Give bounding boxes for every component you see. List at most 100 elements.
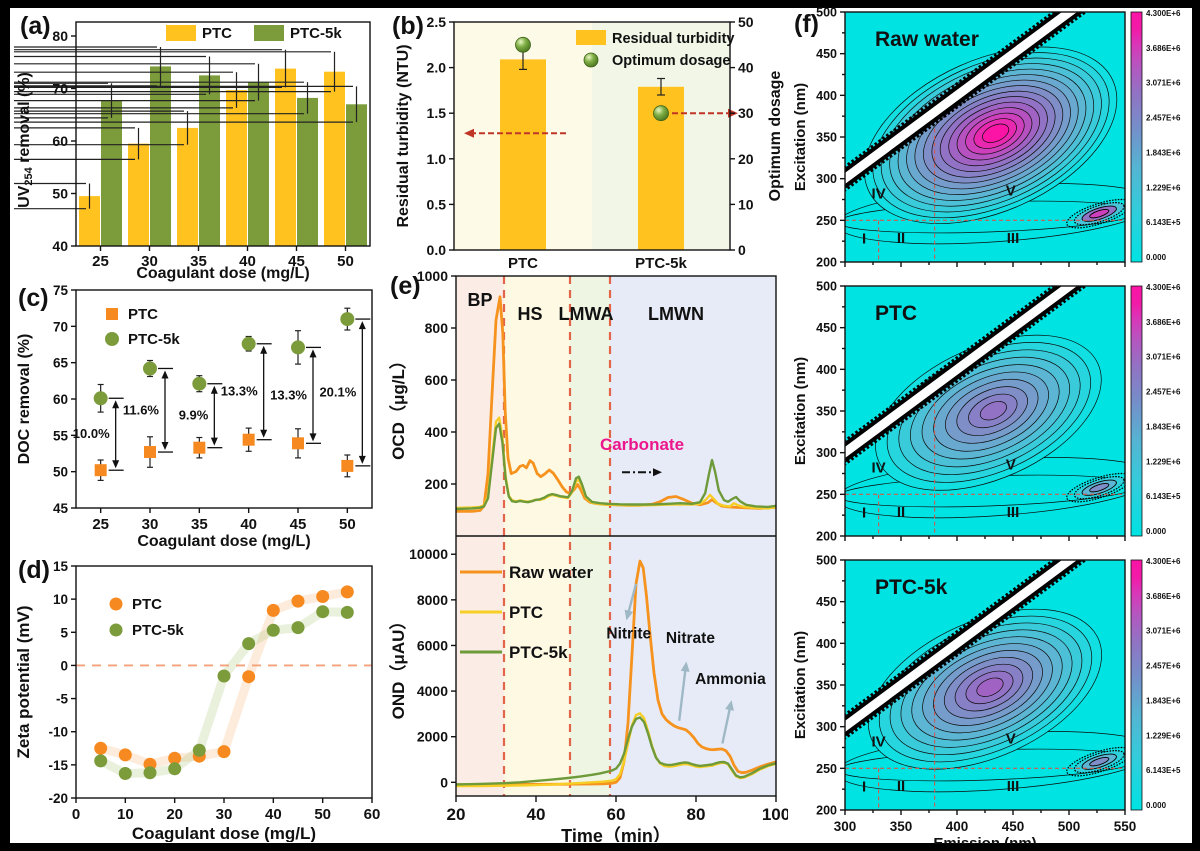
point-PTC <box>316 590 330 603</box>
svg-text:20: 20 <box>738 151 754 167</box>
svg-text:2.457E+6: 2.457E+6 <box>1146 662 1181 671</box>
svg-text:Optimum dosage: Optimum dosage <box>767 71 784 202</box>
svg-text:1.5: 1.5 <box>427 105 447 121</box>
svg-text:25: 25 <box>92 253 109 270</box>
svg-text:PTC-5k: PTC-5k <box>875 576 948 599</box>
svg-text:20.1%: 20.1% <box>319 384 356 399</box>
point-PTC-5k <box>192 376 207 391</box>
point-PTC <box>242 433 255 446</box>
point-PTC-5k <box>143 766 157 780</box>
point-PTC-5k <box>340 312 355 327</box>
svg-text:Zeta potential (mV): Zeta potential (mV) <box>14 605 33 758</box>
svg-text:3.071E+6: 3.071E+6 <box>1146 79 1181 88</box>
svg-text:1.843E+6: 1.843E+6 <box>1146 148 1181 157</box>
svg-text:300: 300 <box>816 720 837 734</box>
ocd-PTC-5k <box>455 422 777 511</box>
point-PTC <box>291 594 305 608</box>
point-PTC <box>168 751 182 765</box>
panel-d: -20 -15 -10 -5 0 5 10 15 0 10 20 30 40 50 60 PTC PTC-5k C… <box>14 556 386 842</box>
svg-text:-10: -10 <box>48 725 68 740</box>
svg-text:300: 300 <box>834 819 857 834</box>
svg-text:350: 350 <box>816 405 837 419</box>
svg-text:20: 20 <box>166 806 183 823</box>
svg-text:PTC: PTC <box>875 302 917 325</box>
svg-text:4.300E+6: 4.300E+6 <box>1146 557 1181 566</box>
svg-text:2.457E+6: 2.457E+6 <box>1146 388 1181 397</box>
panel-e: BP HS LMWA LMWN Carbonate Raw water PTC PTC-5k N… <box>388 264 788 842</box>
point-PTC-5k <box>93 391 108 406</box>
svg-text:II: II <box>897 230 905 247</box>
bar-PTC-5k <box>248 82 269 246</box>
svg-text:1.843E+6: 1.843E+6 <box>1146 422 1181 431</box>
eem-plot-PTC <box>845 286 1125 536</box>
bar-PTC <box>500 59 546 251</box>
svg-text:250: 250 <box>816 214 837 228</box>
svg-text:HS: HS <box>517 304 542 324</box>
svg-text:200: 200 <box>816 804 837 818</box>
svg-text:4000: 4000 <box>417 683 448 699</box>
svg-text:3.071E+6: 3.071E+6 <box>1146 353 1181 362</box>
svg-text:Emission (nm): Emission (nm) <box>933 835 1036 844</box>
svg-text:400: 400 <box>816 363 837 377</box>
svg-text:LMWN: LMWN <box>648 304 704 324</box>
svg-text:30: 30 <box>142 516 159 533</box>
svg-text:13.3%: 13.3% <box>221 384 258 399</box>
point-PTC-5k <box>241 336 256 351</box>
svg-text:11.6%: 11.6% <box>123 402 160 417</box>
svg-text:I: I <box>862 505 866 522</box>
svg-text:55: 55 <box>53 428 69 443</box>
point-PTC-5k <box>291 340 305 355</box>
point-PTC <box>242 670 256 684</box>
svg-text:350: 350 <box>816 679 837 693</box>
svg-text:IV: IV <box>872 186 886 203</box>
svg-text:40: 40 <box>240 516 257 533</box>
svg-text:1.229E+6: 1.229E+6 <box>1146 731 1181 740</box>
panel-d-chart: -20 -15 -10 -5 0 5 10 15 0 10 20 30 40 50 60 PTC PTC-5k C… <box>14 559 380 842</box>
panel-c: 45 50 55 60 65 70 75 25 30 35 40 45 50 10.0% 11.6% 9.9%… <box>14 282 386 554</box>
svg-text:1.229E+6: 1.229E+6 <box>1146 457 1181 466</box>
point-PTC <box>266 603 280 617</box>
svg-text:PTC-5k: PTC-5k <box>128 331 180 348</box>
panel-e-chart: BP HS LMWA LMWN Carbonate Raw water PTC PTC-5k N… <box>388 268 788 842</box>
svg-text:50: 50 <box>339 516 356 533</box>
svg-text:6.143E+5: 6.143E+5 <box>1146 218 1181 227</box>
svg-text:400: 400 <box>946 819 969 834</box>
svg-text:450: 450 <box>1002 819 1025 834</box>
svg-text:4.300E+6: 4.300E+6 <box>1146 283 1181 292</box>
svg-text:65: 65 <box>53 356 69 371</box>
point-PTC-5k <box>242 637 256 651</box>
svg-text:80: 80 <box>52 28 68 44</box>
svg-text:V: V <box>1006 456 1016 473</box>
svg-text:450: 450 <box>816 321 837 335</box>
svg-text:I: I <box>862 231 866 248</box>
svg-text:PTC: PTC <box>202 25 232 42</box>
point-PTC <box>94 741 108 755</box>
svg-text:PTC: PTC <box>508 255 538 272</box>
svg-text:IV: IV <box>872 460 886 477</box>
svg-text:3.686E+6: 3.686E+6 <box>1146 318 1181 327</box>
point-PTC <box>144 446 156 458</box>
svg-text:2.5: 2.5 <box>427 14 447 30</box>
svg-text:Excitation (nm): Excitation (nm) <box>792 631 809 739</box>
svg-text:I: I <box>862 779 866 796</box>
panel-c-label: (c) <box>18 284 49 312</box>
svg-text:200: 200 <box>425 476 449 492</box>
svg-text:500: 500 <box>816 6 837 20</box>
svg-text:Nitrate: Nitrate <box>666 630 715 647</box>
svg-text:300: 300 <box>816 446 837 460</box>
point-PTC-5k <box>266 623 280 637</box>
svg-text:400: 400 <box>816 89 837 103</box>
svg-text:10: 10 <box>53 592 68 607</box>
svg-text:3.686E+6: 3.686E+6 <box>1146 44 1181 53</box>
svg-text:Excitation (nm): Excitation (nm) <box>792 83 809 191</box>
svg-text:-5: -5 <box>56 692 68 707</box>
point-PTC-5k <box>168 762 182 776</box>
svg-text:40: 40 <box>527 805 546 824</box>
svg-text:40: 40 <box>738 60 754 76</box>
panel-f: I II III IV V Raw water 200 250 300 350 400 450 500 4… <box>790 2 1200 845</box>
svg-text:300: 300 <box>816 172 837 186</box>
point-PTC-5k <box>118 767 132 780</box>
bar-PTC-5k <box>101 100 122 246</box>
